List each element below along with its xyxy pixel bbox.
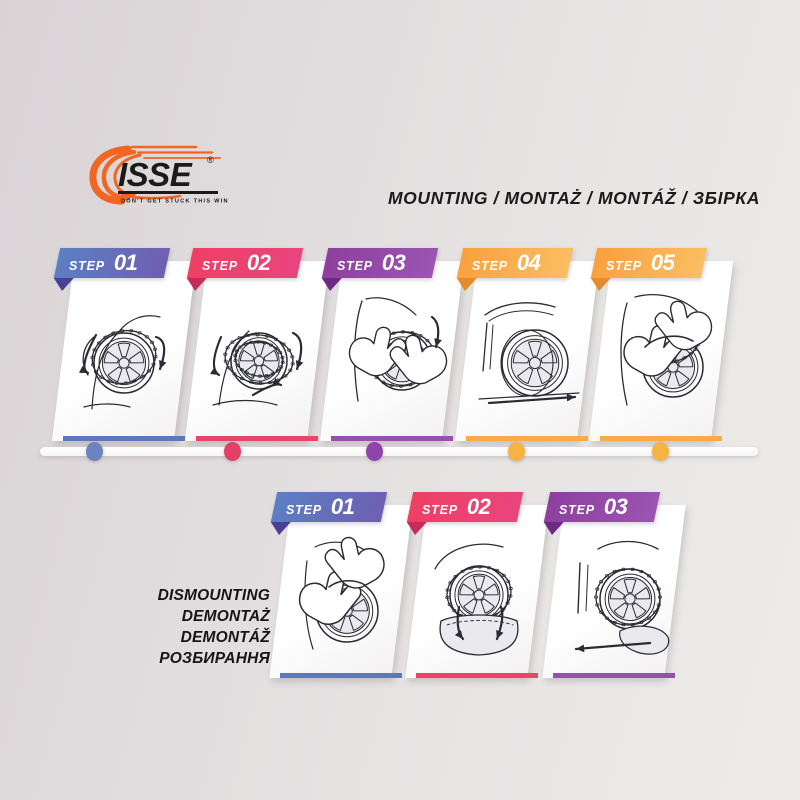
step-word-label: STEP (606, 259, 642, 273)
mounting-step-badge-05[interactable]: STEP 05 (591, 248, 708, 278)
card-accent-bar (63, 436, 185, 441)
dismounting-step-badge-01[interactable]: STEP 01 (271, 492, 388, 522)
dismounting-title: DISMOUNTING DEMONTAŻ DEMONTÁŽ РОЗБИРАННЯ (120, 585, 270, 669)
logo-swoosh-icon (89, 145, 221, 205)
step-number: 05 (650, 250, 675, 275)
mounting-step-card[interactable]: STEP 03 (322, 248, 465, 441)
dismount-label-uk: РОЗБИРАННЯ (159, 650, 270, 667)
mounting-step-badge-02[interactable]: STEP 02 (187, 248, 304, 278)
mounting-step-badge-04[interactable]: STEP 04 (457, 248, 574, 278)
card-accent-bar (331, 436, 453, 441)
dismounting-step-card[interactable]: STEP 03 (544, 492, 686, 678)
dismounting-step-card[interactable]: STEP 01 (271, 492, 413, 678)
step-illustration-chain-spread (196, 277, 318, 427)
step-card-body (405, 505, 549, 678)
logo-underline (118, 191, 218, 194)
card-accent-bar (466, 436, 588, 441)
step-word-label: STEP (472, 259, 508, 273)
step-card-body (184, 261, 330, 441)
step-number: 01 (113, 250, 138, 275)
logo-tagline: DON'T GET STUCK THIS WINTER (121, 199, 228, 205)
mounting-step-card[interactable]: STEP 05 (591, 248, 734, 441)
logo-wordmark: ISSE (118, 156, 193, 193)
step-illustration-roll-wheel-off-chain (553, 521, 675, 671)
card-accent-bar (416, 673, 538, 678)
step-word-label: STEP (286, 503, 322, 517)
step-card-body (542, 505, 686, 678)
dismounting-step-card[interactable]: STEP 02 (407, 492, 549, 678)
timeline-dot-04[interactable] (508, 442, 525, 461)
mounting-step-card[interactable]: STEP 04 (457, 248, 600, 441)
step-word-label: STEP (69, 259, 105, 273)
step-illustration-wheel-roll-forward (466, 277, 588, 427)
timeline-dot-05[interactable] (652, 442, 669, 461)
mounting-step-badge-01[interactable]: STEP 01 (54, 248, 171, 278)
timeline-bar (40, 447, 758, 456)
card-accent-bar (600, 436, 722, 441)
mounting-title: MOUNTING / MONTAŻ / MONTÁŽ / ЗБІРКА (388, 188, 760, 208)
dismounting-step-badge-02[interactable]: STEP 02 (407, 492, 524, 522)
dismounting-step-badge-03[interactable]: STEP 03 (544, 492, 661, 522)
step-number: 03 (603, 494, 628, 519)
step-card-body (269, 505, 413, 678)
step-number: 02 (466, 494, 491, 519)
logo-registered-mark: ® (207, 155, 214, 165)
mounting-step-card[interactable]: STEP 01 (54, 248, 197, 441)
step-card-body (51, 261, 197, 441)
card-accent-bar (553, 673, 675, 678)
step-word-label: STEP (202, 259, 238, 273)
step-illustration-chain-behind-wheel (331, 277, 453, 427)
step-number: 02 (246, 250, 271, 275)
dismount-label-cs: DEMONTÁŽ (180, 629, 270, 646)
card-accent-bar (196, 436, 318, 441)
step-card-body (588, 261, 734, 441)
timeline-dot-01[interactable] (86, 442, 103, 461)
dismount-label-en: DISMOUNTING (157, 587, 270, 604)
step-word-label: STEP (337, 259, 373, 273)
dismount-label-pl: DEMONTAŻ (181, 608, 270, 625)
mounting-step-card[interactable]: STEP 02 (187, 248, 330, 441)
step-card-body (319, 261, 465, 441)
step-word-label: STEP (422, 503, 458, 517)
card-accent-bar (280, 673, 402, 678)
timeline-dot-03[interactable] (366, 442, 383, 461)
step-number: 03 (381, 250, 406, 275)
step-illustration-chain-over-wheel (63, 277, 185, 427)
step-illustration-hands-tension-chain (600, 277, 722, 427)
step-word-label: STEP (559, 503, 595, 517)
mounting-step-badge-03[interactable]: STEP 03 (322, 248, 439, 278)
step-number: 04 (516, 250, 541, 275)
step-card-body (454, 261, 600, 441)
timeline-dot-02[interactable] (224, 442, 241, 461)
step-number: 01 (330, 494, 355, 519)
step-illustration-pull-chain-down (416, 521, 538, 671)
step-illustration-hands-release-wheel (280, 521, 402, 671)
isse-logo: ISSE ® DON'T GET STUCK THIS WINTER (88, 143, 228, 207)
